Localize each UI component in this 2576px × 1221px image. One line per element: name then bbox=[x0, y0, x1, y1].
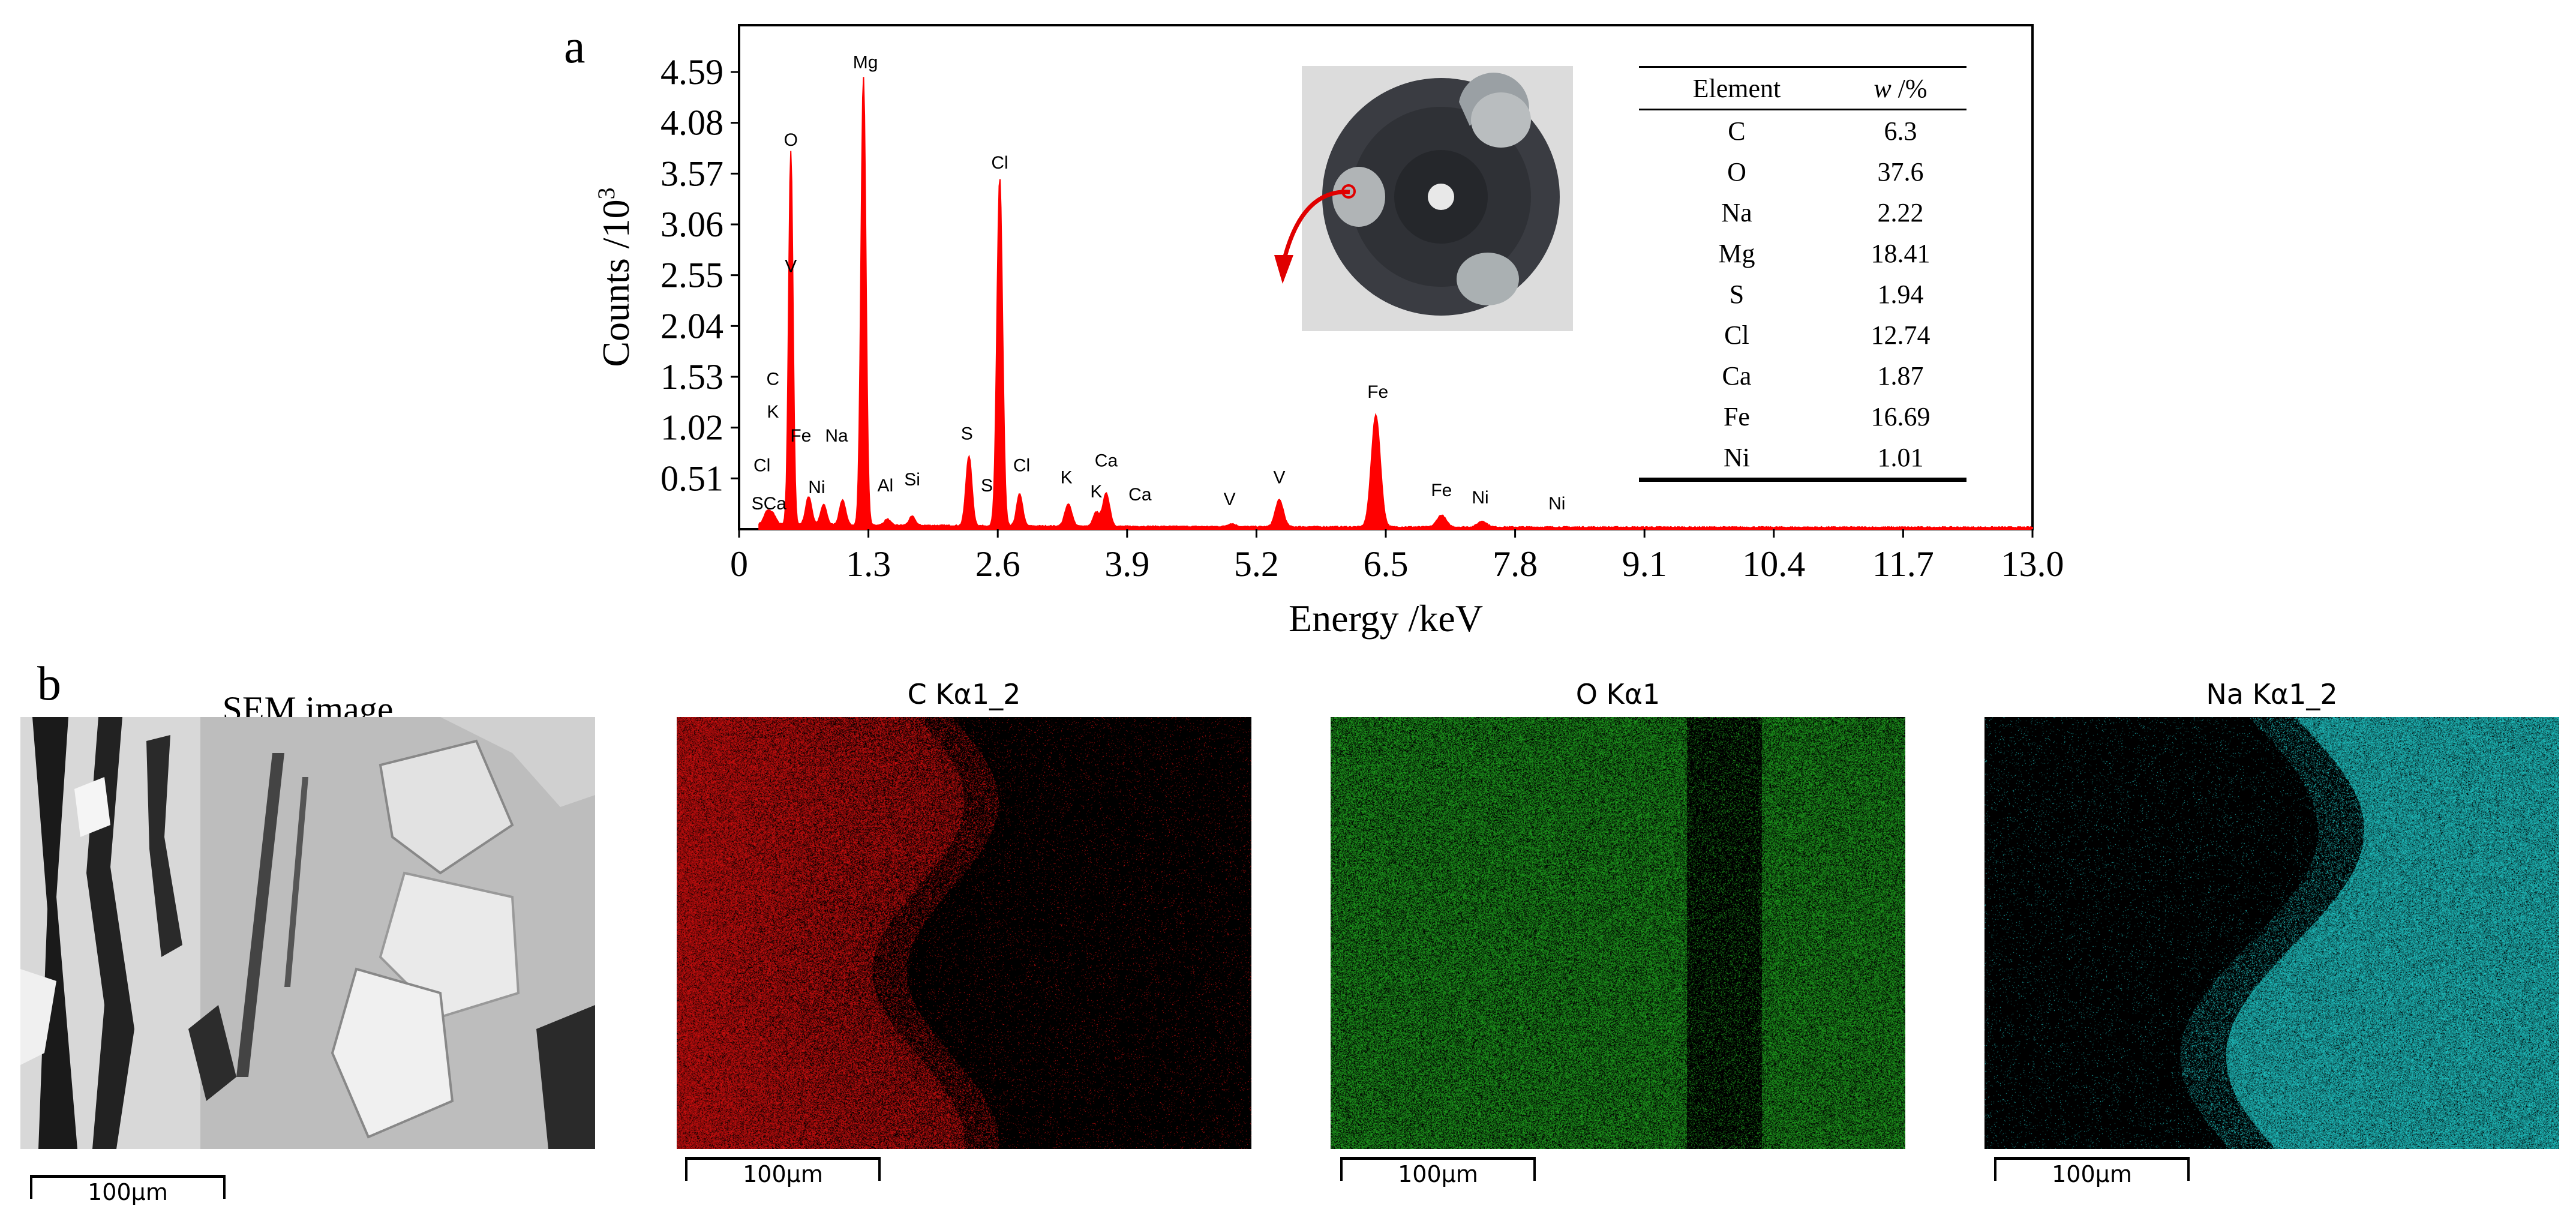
x-tick-label: 6.5 bbox=[1364, 544, 1409, 584]
table-cell-element: C bbox=[1728, 116, 1746, 146]
sem-image bbox=[20, 717, 595, 1149]
peak-label: S bbox=[961, 424, 973, 444]
table-cell-element: Ni bbox=[1639, 437, 1835, 482]
table-row: Na 2.22 bbox=[1639, 192, 1966, 233]
peak-label: Cl bbox=[753, 456, 770, 476]
x-tick-label: 7.8 bbox=[1493, 544, 1538, 584]
table-cell-value: 18.41 bbox=[1871, 238, 1931, 268]
scale-bar bbox=[1340, 1157, 1536, 1181]
peak-label: Cl bbox=[991, 153, 1008, 173]
table-cell-element: Fe bbox=[1723, 401, 1750, 431]
scale-label: 100μm bbox=[1398, 1161, 1478, 1187]
panel-label-a: a bbox=[564, 20, 586, 73]
table-header-w: w /% bbox=[1834, 66, 1966, 110]
carbon-map-title: C Kα1_2 bbox=[907, 678, 1021, 710]
y-tick-label: 2.55 bbox=[660, 256, 723, 295]
oxygen-map-title: O Kα1 bbox=[1575, 678, 1661, 710]
table-cell-element: O bbox=[1727, 157, 1746, 187]
peak-label: V bbox=[1224, 490, 1236, 509]
peak-label: Al bbox=[877, 476, 893, 496]
y-tick-label: 4.08 bbox=[660, 103, 723, 143]
sodium-map-title: Na Kα1_2 bbox=[2206, 678, 2338, 710]
eds-spectrum-chart: 0 1.3 2.6 3.9 5.2 6.5 7.8 9.1 10.4 11.7 13.0 0.51 1.… bbox=[593, 24, 2064, 640]
x-tick-label: 2.6 bbox=[975, 544, 1020, 584]
table-row: Cl 12.74 bbox=[1639, 314, 1966, 355]
y-tick-label: 1.53 bbox=[660, 357, 723, 397]
y-tick-label: 0.51 bbox=[660, 458, 723, 498]
y-tick-label: 2.04 bbox=[660, 306, 723, 346]
scale-bar bbox=[685, 1157, 881, 1181]
table-cell-value: 1.87 bbox=[1877, 361, 1924, 391]
x-tick-label: 10.4 bbox=[1742, 544, 1805, 584]
table-cell-value: 16.69 bbox=[1871, 401, 1931, 431]
peak-label: Fe bbox=[1431, 481, 1452, 500]
x-tick-label: 0 bbox=[730, 544, 748, 584]
oxygen-map bbox=[1331, 717, 1905, 1149]
table-row: Fe 16.69 bbox=[1639, 396, 1966, 437]
peak-label: Cl bbox=[1013, 456, 1030, 476]
y-tick-label: 3.57 bbox=[660, 154, 723, 193]
peak-label: V bbox=[1274, 468, 1286, 488]
carbon-map bbox=[677, 717, 1251, 1149]
peak-label: Fe bbox=[790, 426, 811, 446]
scale-label: 100μm bbox=[2052, 1161, 2132, 1187]
peak-label: Fe bbox=[1367, 382, 1388, 402]
table-cell-element: Na bbox=[1721, 197, 1752, 227]
spectrum-series bbox=[758, 77, 2033, 530]
peak-label: Ni bbox=[808, 478, 825, 497]
table-row: Mg 18.41 bbox=[1639, 233, 1966, 274]
scale-bar bbox=[1994, 1157, 2190, 1181]
pointer-arrow-icon bbox=[1274, 184, 1356, 284]
scale-label: 100μm bbox=[743, 1161, 823, 1187]
table-row: O 37.6 bbox=[1639, 151, 1966, 192]
table-cell-value: 2.22 bbox=[1877, 197, 1924, 227]
table-cell-element: Ca bbox=[1722, 361, 1752, 391]
peak-label: C bbox=[767, 369, 780, 389]
y-tick-label: 1.02 bbox=[660, 408, 723, 448]
sample-photo bbox=[1302, 66, 1573, 331]
table-cell-value: 1.01 bbox=[1834, 437, 1966, 482]
x-tick-label: 11.7 bbox=[1872, 544, 1934, 584]
table-row: Ca 1.87 bbox=[1639, 355, 1966, 396]
peak-label: Ni bbox=[1472, 488, 1488, 508]
table-cell-value: 37.6 bbox=[1877, 157, 1924, 187]
peak-label: K bbox=[1061, 468, 1073, 488]
table-header-element: Element bbox=[1639, 66, 1835, 110]
scale-bar bbox=[30, 1175, 226, 1199]
table-cell-element: Cl bbox=[1724, 320, 1749, 350]
peak-label: K bbox=[1090, 482, 1102, 502]
y-tick-label: 4.59 bbox=[660, 52, 723, 92]
peak-label: Na bbox=[825, 426, 848, 446]
peak-label: Ca bbox=[1128, 485, 1152, 505]
peak-label: K bbox=[767, 402, 779, 422]
peak-label: Mg bbox=[853, 52, 878, 72]
sodium-map bbox=[1984, 717, 2559, 1149]
peak-label: Si bbox=[904, 470, 920, 490]
x-tick-label: 13.0 bbox=[2001, 544, 2064, 584]
peak-label: Ca bbox=[1095, 451, 1118, 470]
peak-label: O bbox=[784, 130, 798, 150]
peak-label: V bbox=[785, 257, 797, 277]
table-row: Ni 1.01 bbox=[1639, 437, 1966, 482]
y-tick-label: 3.06 bbox=[660, 205, 723, 244]
panel-label-b: b bbox=[37, 658, 61, 710]
y-axis-label: Counts /103 bbox=[593, 187, 637, 367]
table-cell-element: S bbox=[1729, 279, 1745, 309]
peak-label: SCa bbox=[752, 494, 787, 514]
table-row: S 1.94 bbox=[1639, 274, 1966, 314]
table-row: C 6.3 bbox=[1639, 110, 1966, 152]
x-axis-label: Energy /keV bbox=[1289, 597, 1483, 640]
table-cell-element: Mg bbox=[1718, 238, 1755, 268]
x-tick-label: 9.1 bbox=[1622, 544, 1667, 584]
peak-label: Ni bbox=[1548, 494, 1565, 514]
table-cell-value: 12.74 bbox=[1871, 320, 1931, 350]
x-tick-label: 1.3 bbox=[846, 544, 891, 584]
x-tick-label: 5.2 bbox=[1234, 544, 1279, 584]
peak-label: S bbox=[981, 476, 993, 496]
table-cell-value: 1.94 bbox=[1877, 279, 1924, 309]
composition-table: Element w /% C 6.3 O 37.6 Na 2.22 Mg 18.41 S 1.94… bbox=[1639, 66, 1966, 482]
x-tick-label: 3.9 bbox=[1104, 544, 1149, 584]
scale-label: 100μm bbox=[88, 1179, 168, 1205]
table-cell-value: 6.3 bbox=[1884, 116, 1917, 146]
